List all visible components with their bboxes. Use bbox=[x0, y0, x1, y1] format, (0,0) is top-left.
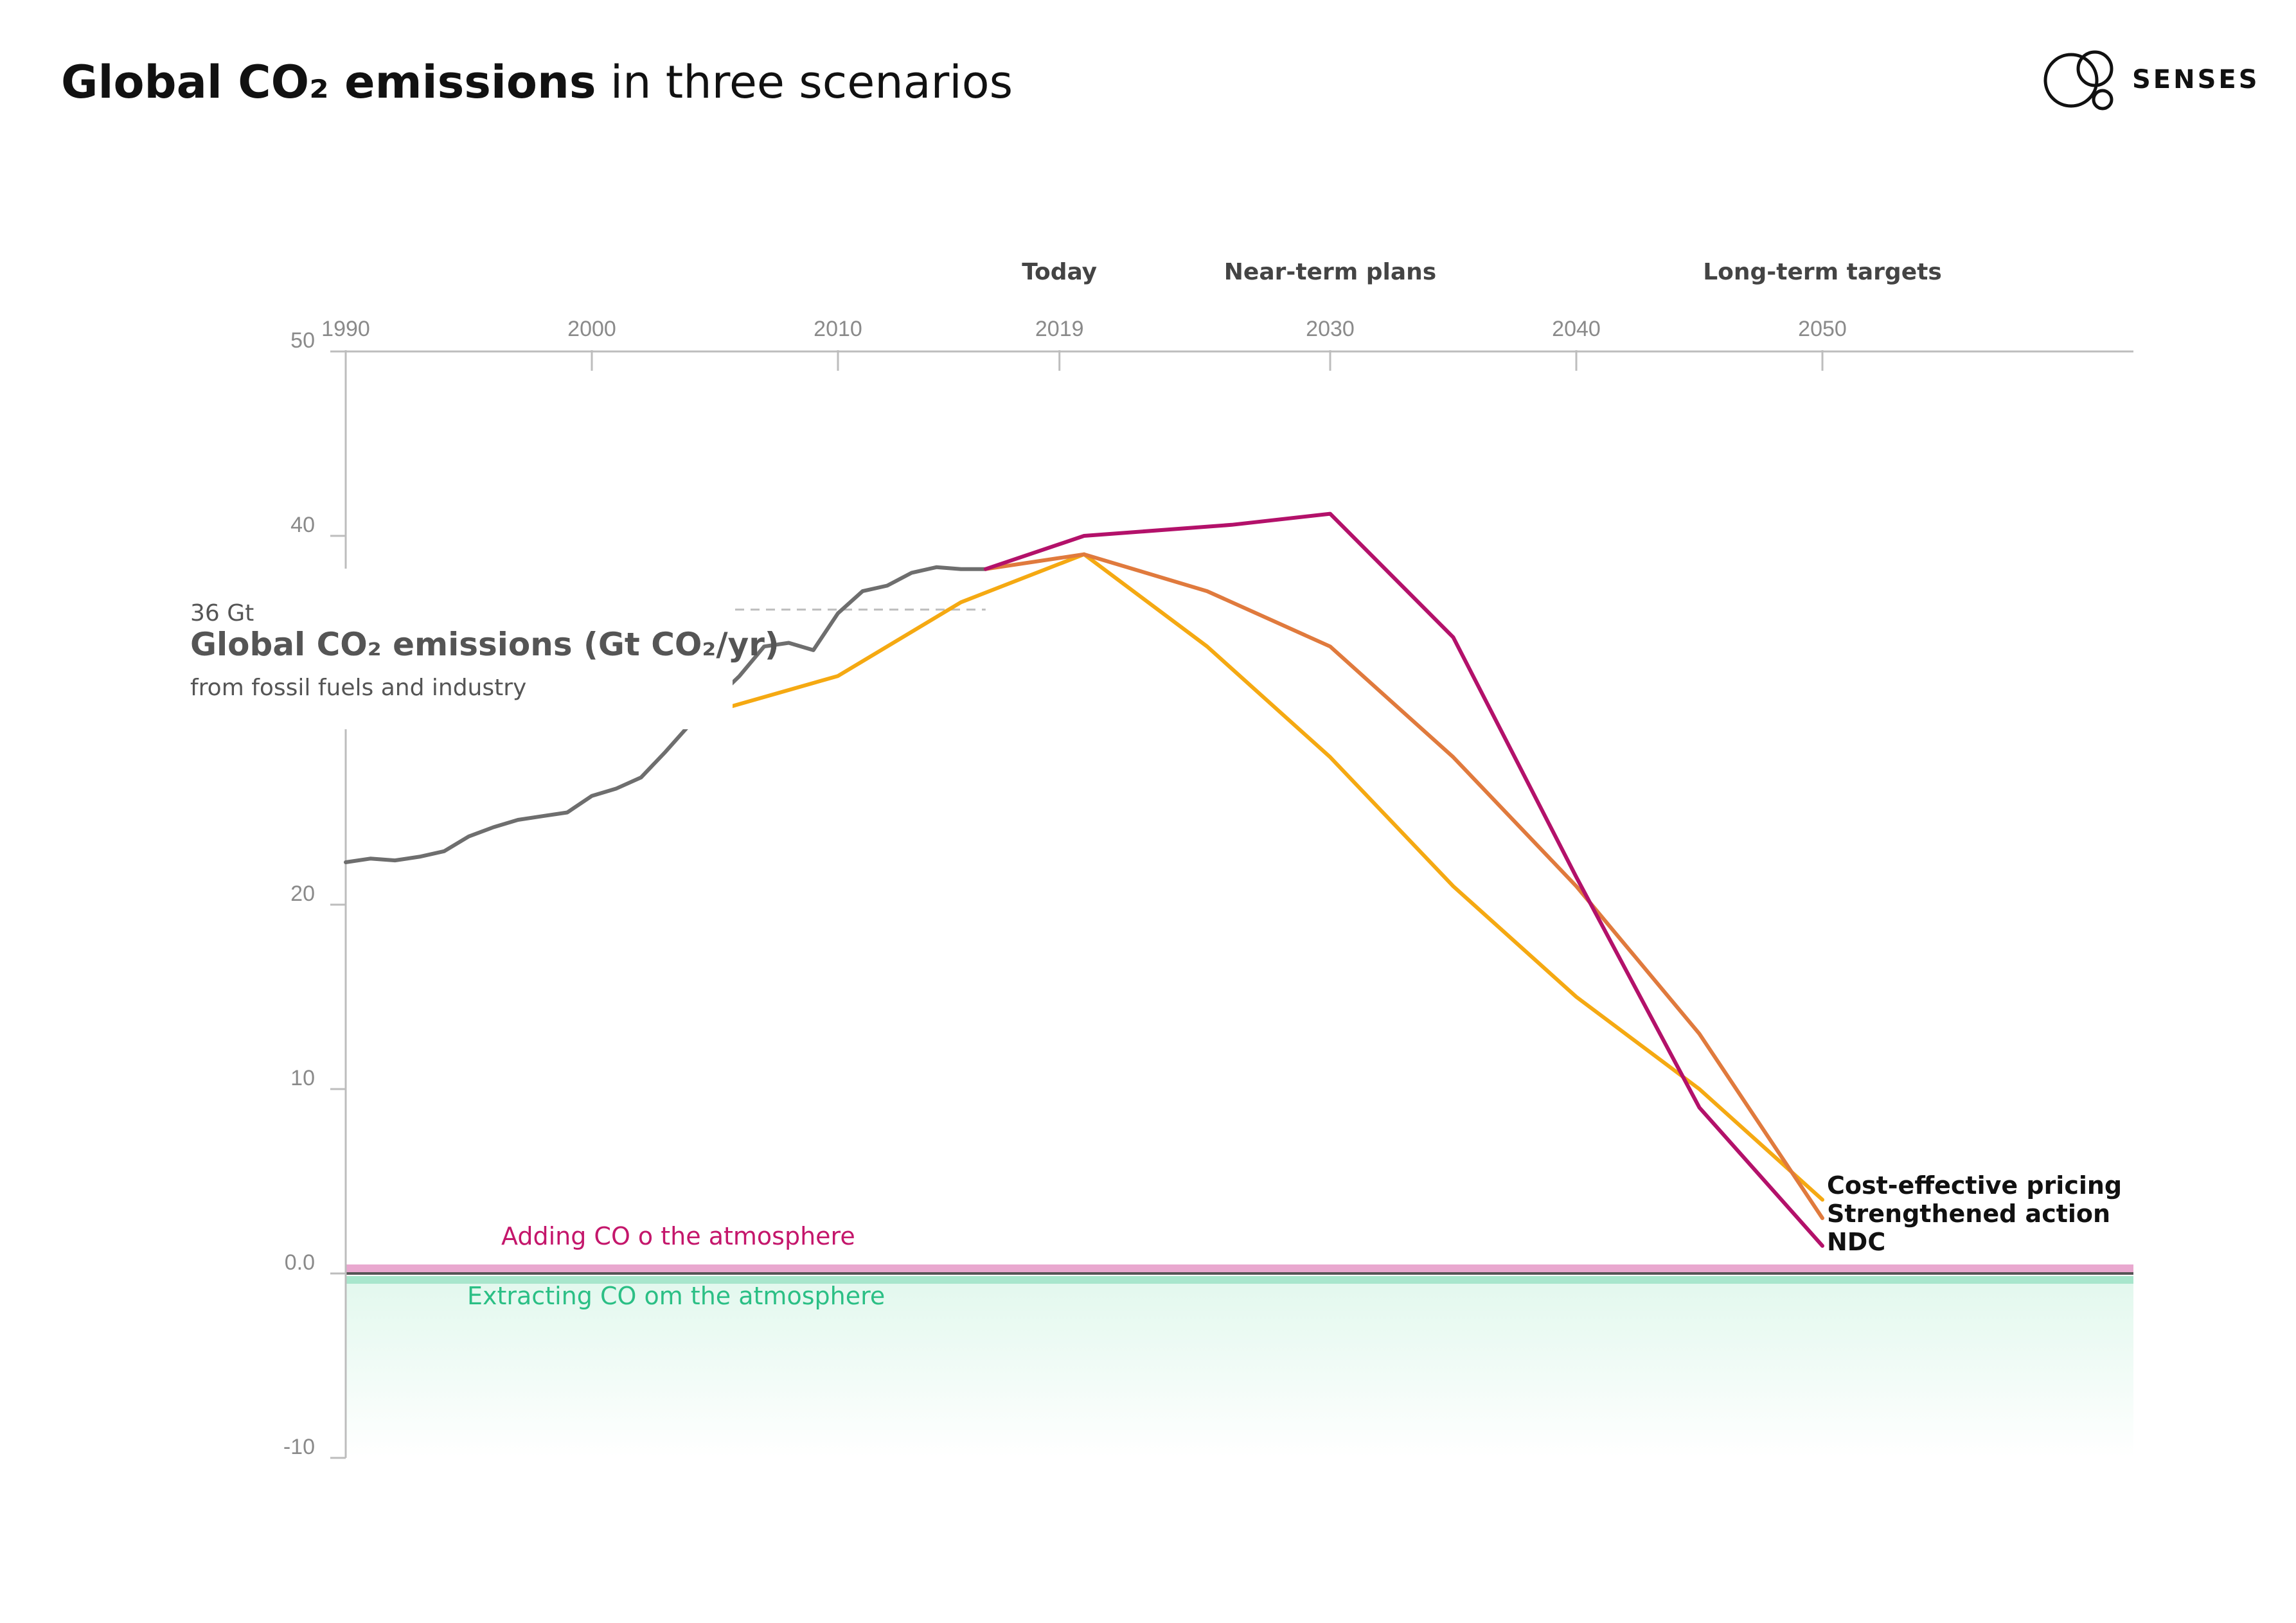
axis-title-backdrop bbox=[186, 569, 733, 729]
y-tick-label: 10 bbox=[290, 1066, 315, 1090]
y-tick-label: 40 bbox=[290, 513, 315, 537]
logo-circle-small bbox=[2092, 89, 2114, 111]
y-tick-label: -10 bbox=[283, 1435, 315, 1459]
series-label-cost-effective: Cost-effective pricing bbox=[1827, 1171, 2122, 1200]
adding-band bbox=[346, 1264, 2133, 1273]
series-line-ndc bbox=[983, 511, 1824, 1248]
x-tick-label: 1990 bbox=[321, 317, 370, 341]
x-tick-label: 2050 bbox=[1798, 317, 1847, 341]
series-line-historical bbox=[344, 565, 988, 864]
x-tick-label: 2030 bbox=[1306, 317, 1355, 341]
series-line-cost-effective bbox=[713, 552, 1824, 1202]
logo-circle-large bbox=[2043, 53, 2099, 108]
milestone-today: Today bbox=[1022, 259, 1097, 285]
milestone-near-term: Near-term plans bbox=[1224, 259, 1436, 285]
axis-title: Global CO₂ emissions (Gt CO₂/yr) bbox=[190, 626, 779, 663]
reference-label: 36 Gt bbox=[190, 600, 254, 626]
series-line-strengthened bbox=[983, 552, 1824, 1220]
extracting-band bbox=[346, 1276, 2133, 1284]
title-rest: in three scenarios bbox=[596, 56, 1013, 109]
series-label-strengthened: Strengthened action bbox=[1827, 1200, 2110, 1228]
series-label-ndc: NDC bbox=[1827, 1228, 1885, 1256]
y-tick-label: 20 bbox=[290, 882, 315, 906]
x-tick-label: 2010 bbox=[814, 317, 862, 341]
extracting-band-label: Extracting CO om the atmosphere bbox=[467, 1282, 885, 1310]
zero-bands bbox=[346, 1264, 2133, 1457]
milestone-long-term: Long-term targets bbox=[1703, 259, 1942, 285]
senses-logo bbox=[2043, 50, 2114, 111]
adding-band-label: Adding CO o the atmosphere bbox=[501, 1222, 855, 1250]
logo-circle-medium bbox=[2076, 50, 2114, 87]
x-tick-label: 2000 bbox=[567, 317, 616, 341]
brand-name: SENSES bbox=[2132, 65, 2260, 94]
x-tick-label: 2019 bbox=[1035, 317, 1084, 341]
page-title: Global CO₂ emissions in three scenarios bbox=[61, 56, 1013, 109]
title-bold: Global CO₂ emissions bbox=[61, 56, 596, 109]
y-tick-label: 50 bbox=[290, 328, 315, 353]
axes: 1990 2000 2010 2019 2030 2040 2050504020100.0-… bbox=[257, 317, 2133, 1459]
x-tick-label: 2040 bbox=[1552, 317, 1601, 341]
axis-subtitle: from fossil fuels and industry bbox=[190, 675, 526, 701]
y-tick-label: 0.0 bbox=[285, 1250, 315, 1275]
series-lines bbox=[344, 511, 1824, 1248]
extracting-area bbox=[346, 1284, 2133, 1457]
